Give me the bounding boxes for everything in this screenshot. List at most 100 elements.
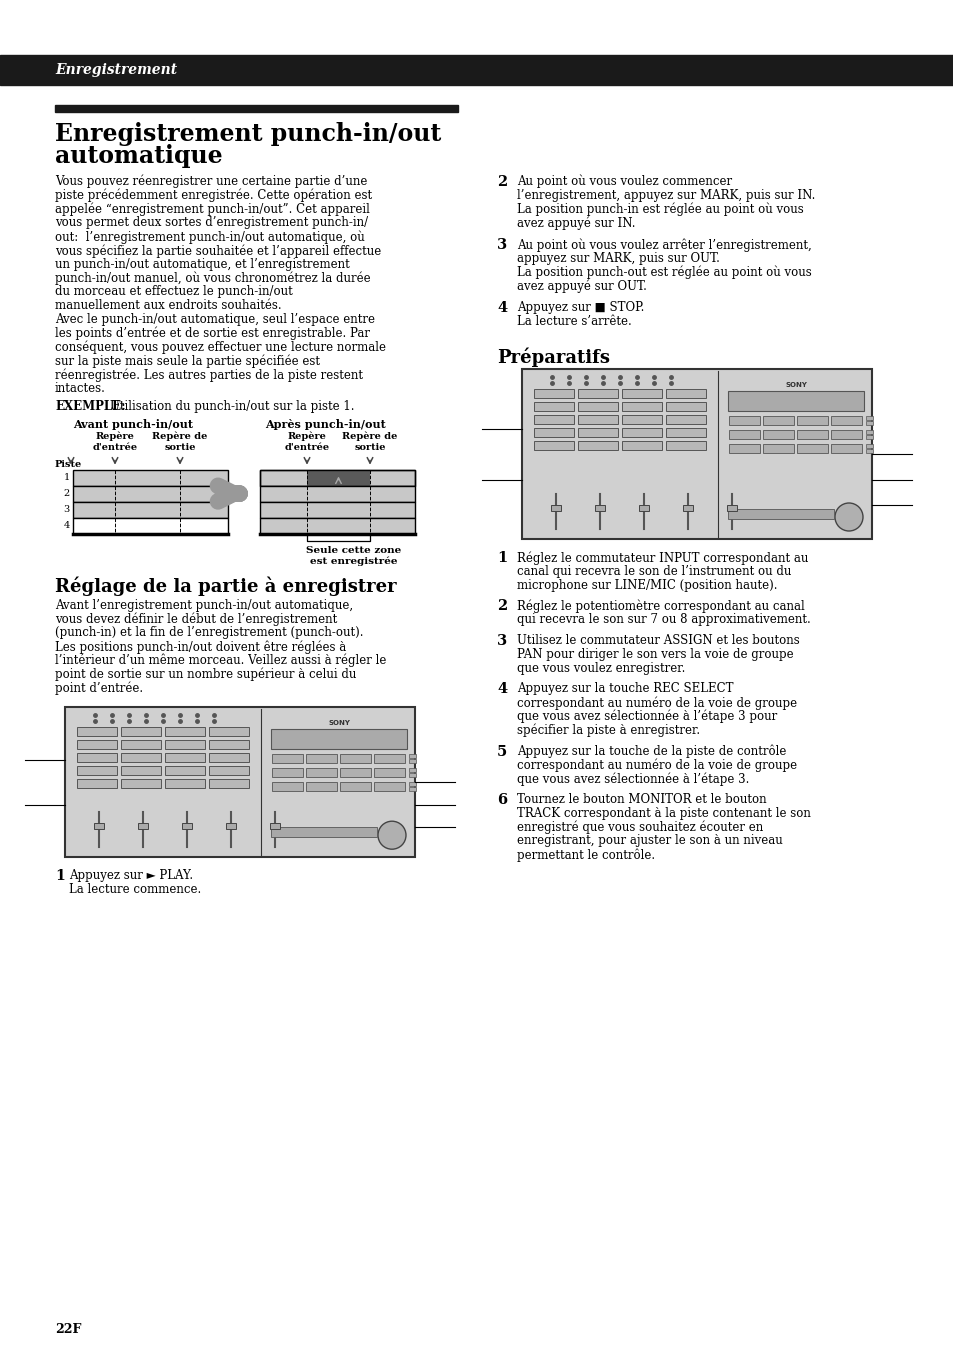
Text: l’enregistrement, appuyez sur MARK, puis sur IN.: l’enregistrement, appuyez sur MARK, puis… <box>517 189 815 201</box>
Text: Seule cette zone
est enregistrée: Seule cette zone est enregistrée <box>306 546 400 566</box>
Bar <box>271 730 407 750</box>
Text: Avant punch-in/out: Avant punch-in/out <box>73 419 193 430</box>
Text: EXEMPLE:: EXEMPLE: <box>55 400 126 413</box>
Text: 1: 1 <box>64 473 70 482</box>
Bar <box>665 389 705 399</box>
Bar <box>796 430 827 439</box>
Bar <box>621 428 661 436</box>
Text: permettant le contrôle.: permettant le contrôle. <box>517 848 655 862</box>
Circle shape <box>834 503 862 531</box>
Text: 2: 2 <box>497 176 507 189</box>
Text: spécifier la piste à enregistrer.: spécifier la piste à enregistrer. <box>517 724 700 738</box>
Text: Réglez le potentiomètre correspondant au canal: Réglez le potentiomètre correspondant au… <box>517 600 804 613</box>
Bar <box>260 517 415 534</box>
Bar <box>73 517 228 534</box>
Text: out:  l’enregistrement punch-in/out automatique, où: out: l’enregistrement punch-in/out autom… <box>55 230 364 243</box>
Bar <box>73 470 228 485</box>
Bar <box>260 485 415 501</box>
Text: La lecture s’arrête.: La lecture s’arrête. <box>517 315 631 328</box>
Bar <box>77 754 117 762</box>
Text: Réglage de la partie à enregistrer: Réglage de la partie à enregistrer <box>55 577 396 596</box>
Bar <box>260 501 415 517</box>
Text: réenregistrée. Les autres parties de la piste restent: réenregistrée. Les autres parties de la … <box>55 369 363 382</box>
Bar <box>865 435 872 439</box>
Text: 6: 6 <box>497 793 507 807</box>
Bar <box>534 403 574 411</box>
Bar <box>306 782 336 792</box>
Text: Au point où vous voulez commencer: Au point où vous voulez commencer <box>517 176 731 189</box>
Bar <box>77 780 117 788</box>
Bar <box>595 505 604 511</box>
Text: Utilisez le commutateur ASSIGN et les boutons: Utilisez le commutateur ASSIGN et les bo… <box>517 634 799 647</box>
Bar <box>534 440 574 450</box>
Text: du morceau et effectuez le punch-in/out: du morceau et effectuez le punch-in/out <box>55 285 293 299</box>
Bar <box>534 428 574 436</box>
Bar <box>409 759 416 763</box>
Bar <box>409 782 416 786</box>
Text: 4: 4 <box>64 521 70 530</box>
Text: point d’entrée.: point d’entrée. <box>55 681 143 694</box>
Bar <box>165 766 205 775</box>
Bar <box>762 444 793 453</box>
Text: Piste: Piste <box>55 459 82 469</box>
Bar <box>306 769 336 777</box>
Bar <box>621 440 661 450</box>
Text: Repère
d'entrée: Repère d'entrée <box>92 431 137 451</box>
Bar <box>73 485 228 501</box>
Text: La position punch-out est réglée au point où vous: La position punch-out est réglée au poin… <box>517 266 811 280</box>
Text: Utilisation du punch-in/out sur la piste 1.: Utilisation du punch-in/out sur la piste… <box>110 400 355 413</box>
Text: Les positions punch-in/out doivent être réglées à: Les positions punch-in/out doivent être … <box>55 640 346 654</box>
Text: piste précédemment enregistrée. Cette opération est: piste précédemment enregistrée. Cette op… <box>55 189 372 203</box>
Text: 2: 2 <box>497 600 507 613</box>
Bar <box>374 769 405 777</box>
Text: conséquent, vous pouvez effectuer une lecture normale: conséquent, vous pouvez effectuer une le… <box>55 340 386 354</box>
Bar <box>728 430 760 439</box>
Text: canal qui recevra le son de l’instrument ou du: canal qui recevra le son de l’instrument… <box>517 565 791 578</box>
Text: correspondant au numéro de la voie de groupe: correspondant au numéro de la voie de gr… <box>517 758 797 771</box>
Bar <box>578 389 618 399</box>
Bar <box>77 766 117 775</box>
Bar <box>639 505 648 511</box>
Bar <box>830 416 862 426</box>
Text: que vous avez sélectionnée à l’étape 3.: que vous avez sélectionnée à l’étape 3. <box>517 773 749 786</box>
Bar <box>830 430 862 439</box>
Bar <box>73 501 228 517</box>
Bar <box>121 740 161 750</box>
Bar <box>182 823 192 830</box>
Text: PAN pour diriger le son vers la voie de groupe: PAN pour diriger le son vers la voie de … <box>517 647 793 661</box>
Bar <box>226 823 235 830</box>
Bar <box>665 415 705 424</box>
Bar <box>727 509 833 519</box>
Bar <box>521 369 871 539</box>
Text: microphone sur LINE/MIC (position haute).: microphone sur LINE/MIC (position haute)… <box>517 578 777 592</box>
Text: La lecture commence.: La lecture commence. <box>69 884 201 896</box>
Bar <box>409 773 416 777</box>
Text: vous permet deux sortes d’enregistrement punch-in/: vous permet deux sortes d’enregistrement… <box>55 216 368 230</box>
Bar <box>534 389 574 399</box>
Text: avez appuyé sur IN.: avez appuyé sur IN. <box>517 216 635 230</box>
Text: 5: 5 <box>497 744 507 759</box>
Bar <box>121 754 161 762</box>
Bar <box>138 823 148 830</box>
Bar <box>665 403 705 411</box>
Bar <box>307 470 370 485</box>
Bar <box>0 55 953 85</box>
Bar <box>65 707 415 857</box>
Bar <box>665 428 705 436</box>
Bar <box>209 780 249 788</box>
Bar <box>551 505 560 511</box>
Bar <box>409 754 416 758</box>
Bar <box>165 740 205 750</box>
Text: La position punch-in est réglée au point où vous: La position punch-in est réglée au point… <box>517 203 803 216</box>
Text: 4: 4 <box>497 301 507 315</box>
Text: appelée “enregistrement punch-in/out”. Cet appareil: appelée “enregistrement punch-in/out”. C… <box>55 203 370 216</box>
Text: sur la piste mais seule la partie spécifiée est: sur la piste mais seule la partie spécif… <box>55 354 319 367</box>
Text: Repère de
sortie: Repère de sortie <box>342 431 397 451</box>
Text: correspondant au numéro de la voie de groupe: correspondant au numéro de la voie de gr… <box>517 696 797 709</box>
Text: que vous voulez enregistrer.: que vous voulez enregistrer. <box>517 662 684 674</box>
Text: enregistré que vous souhaitez écouter en: enregistré que vous souhaitez écouter en <box>517 820 762 834</box>
Bar <box>209 740 249 750</box>
Text: Repère de
sortie: Repère de sortie <box>152 431 208 451</box>
Text: Appuyez sur ■ STOP.: Appuyez sur ■ STOP. <box>517 301 643 315</box>
Bar <box>165 780 205 788</box>
